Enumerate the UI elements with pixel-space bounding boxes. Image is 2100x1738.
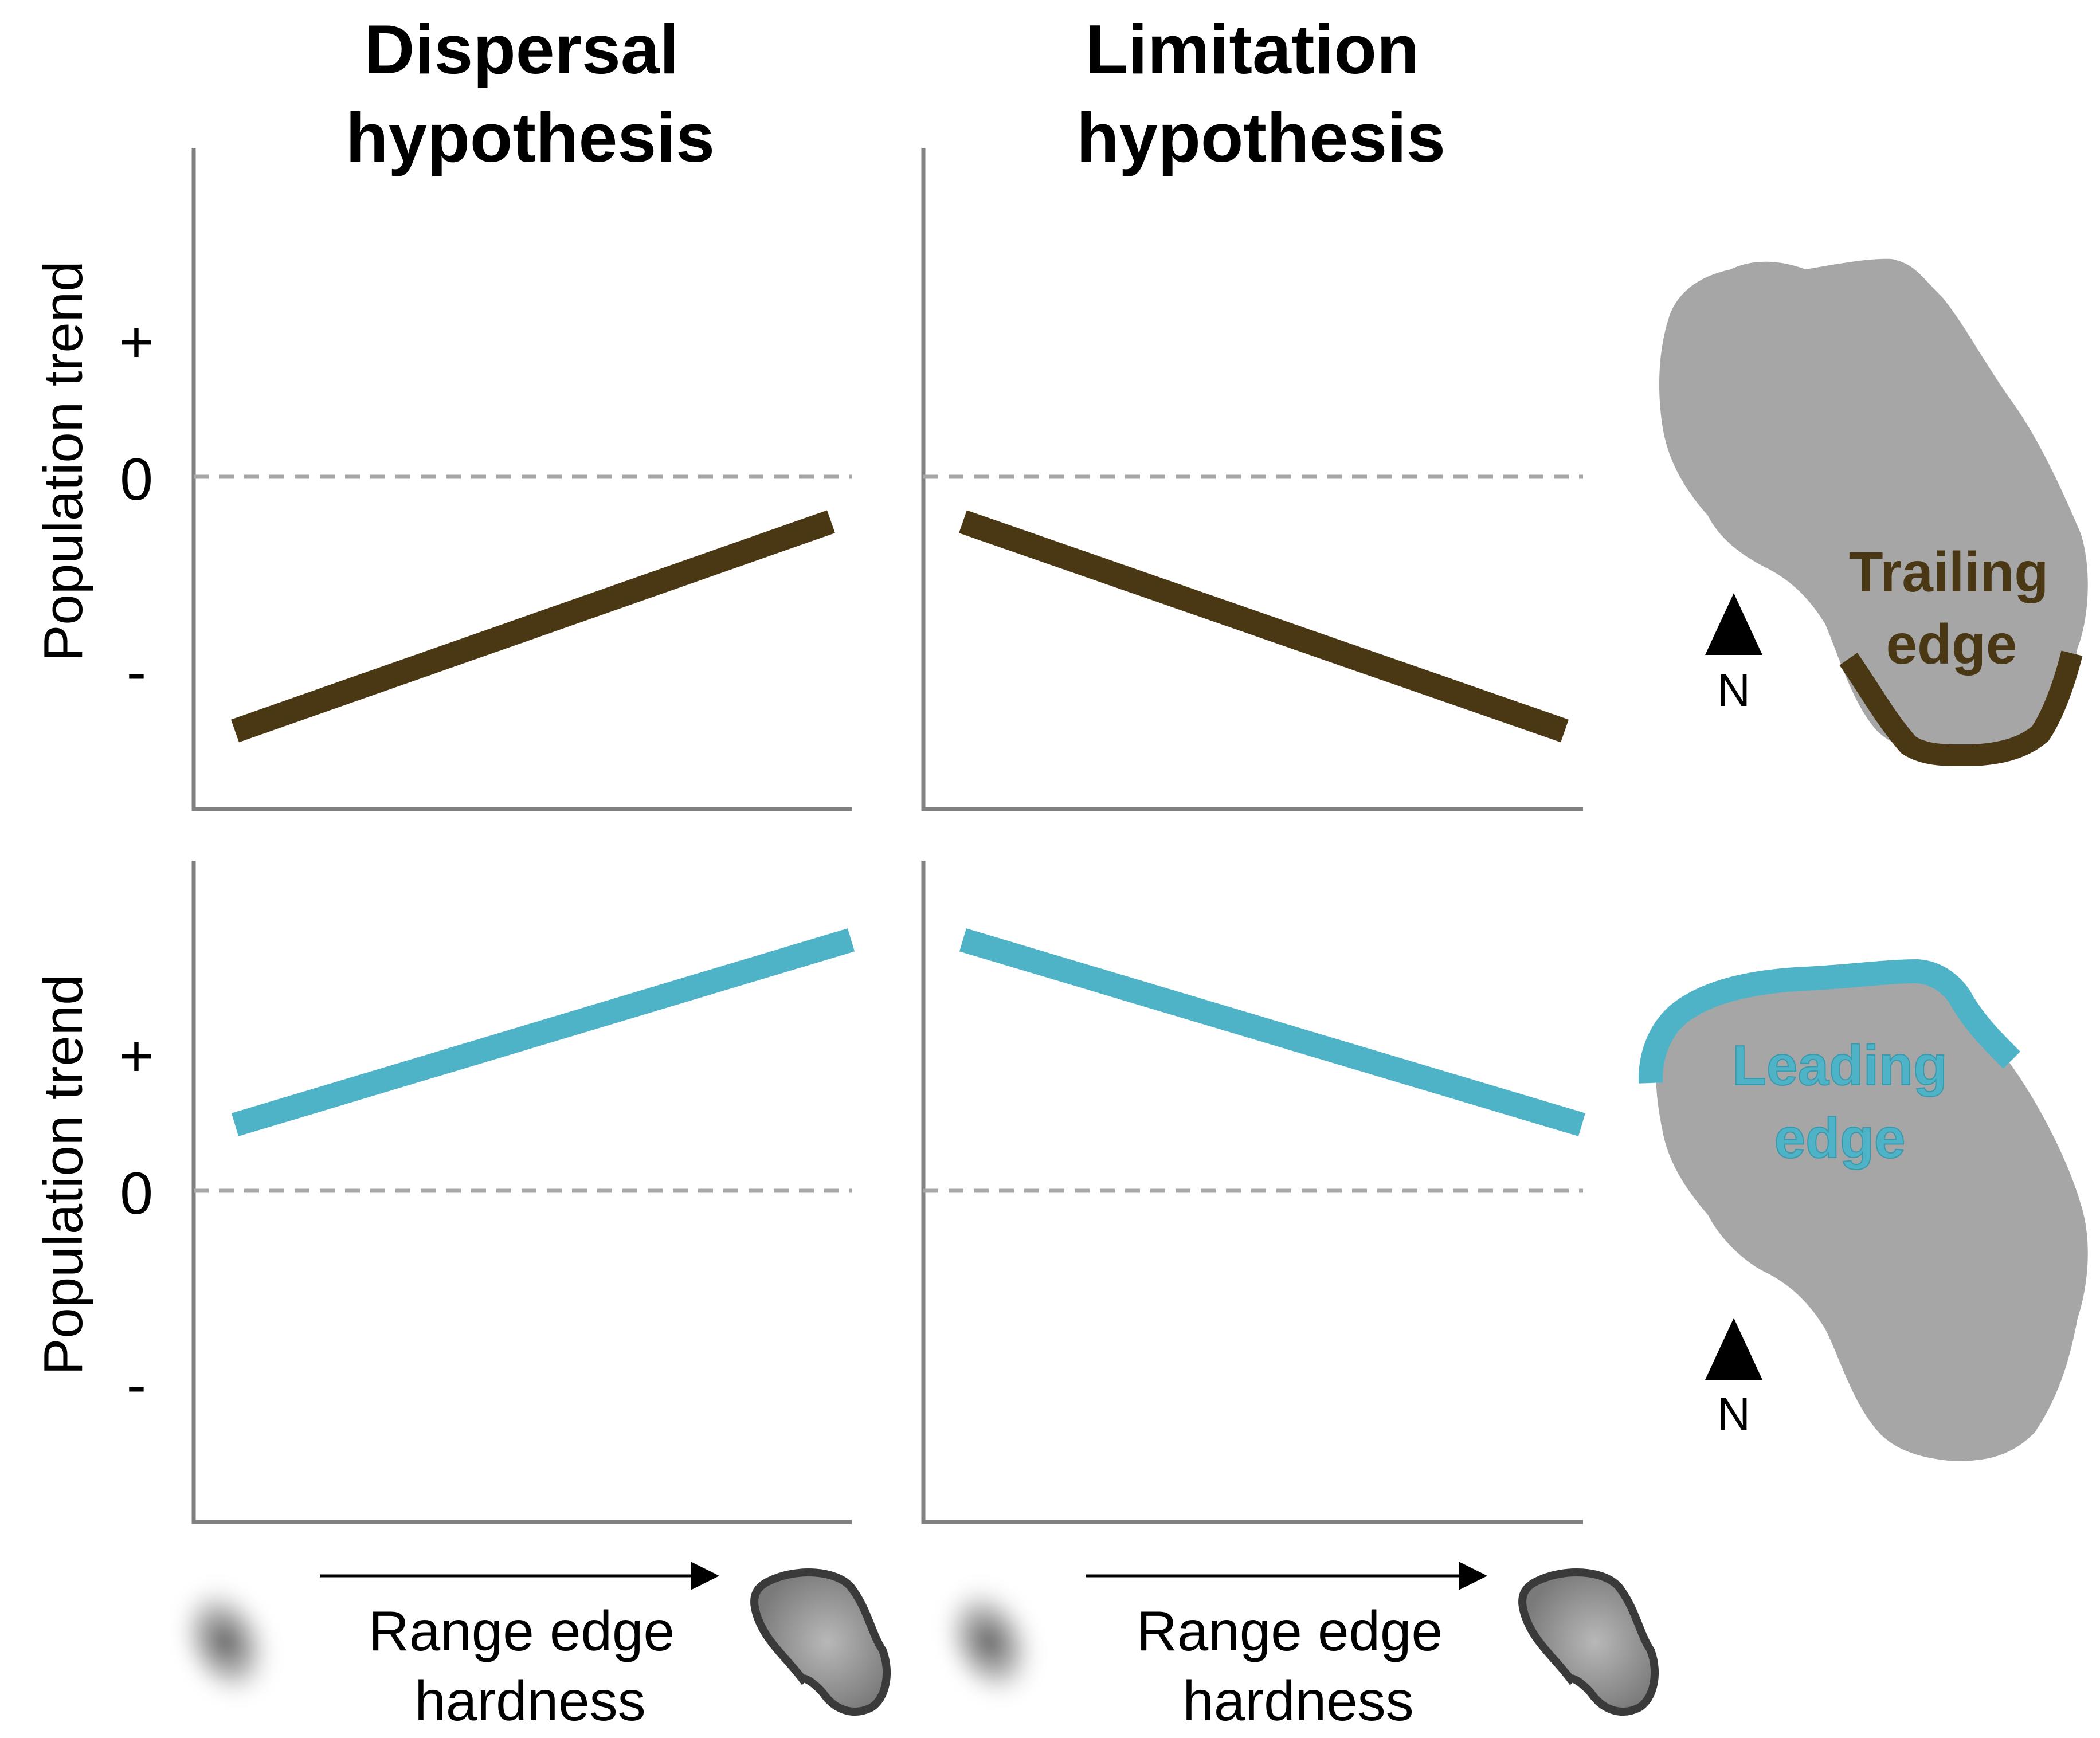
leading-label-line2: edge [1774,1107,1906,1170]
hard-edge-blob-right [1518,1568,1659,1716]
xlabel-left-line1: Range edge [369,1599,675,1662]
trend-line-dispersal-leading [231,928,855,1136]
north-arrow-icon [1705,593,1762,655]
tick-plus-bottom: + [119,1023,154,1089]
soft-edge-blob-right [945,1582,1041,1698]
trailing-edge-map: Trailing edge N [1659,258,2088,767]
axis-top-left [191,148,852,811]
leading-label-line1: Leading [1732,1034,1948,1097]
zero-lines [194,474,1583,1193]
north-arrow-icon [1705,1318,1762,1380]
axes [191,148,1583,1524]
xaxis-left-group: Range edge hardness [181,1562,891,1732]
trailing-edge-line [1839,650,2083,767]
north-label-top: N [1717,665,1750,716]
soft-edge-blob-left [181,1582,277,1698]
ylabel-top: Population trend [33,261,94,661]
dispersal-title-line2: hypothesis [346,99,715,176]
tick-plus-top: + [119,309,154,375]
leading-range-shape [1656,963,2088,1461]
tick-zero-bottom: 0 [120,1160,153,1227]
trailing-label-line2: edge [1886,613,2017,676]
trailing-label-line1: Trailing [1849,540,2049,603]
trend-lines [231,510,1586,1136]
trend-line-limitation-trailing [959,510,1569,743]
axis-bottom-right [921,861,1583,1524]
axis-bottom-left [191,861,852,1524]
dispersal-title-line1: Dispersal [364,10,679,88]
tick-minus-top: - [127,639,147,705]
limitation-title-line1: Limitation [1086,10,1420,88]
tick-minus-bottom: - [127,1352,147,1418]
xlabel-right-line1: Range edge [1137,1599,1443,1662]
xlabel-left-line2: hardness [414,1669,645,1732]
axis-top-right [921,148,1583,811]
ylabel-bottom: Population trend [33,974,94,1375]
leading-edge-map: Leading edge N [1638,959,2088,1461]
north-label-bottom: N [1717,1388,1750,1439]
xaxis-right-group: Range edge hardness [945,1562,1659,1732]
trailing-range-shape [1659,258,2088,758]
trend-line-limitation-leading [959,928,1586,1136]
xlabel-right-line2: hardness [1182,1669,1413,1732]
leading-edge-line [1638,959,2020,1084]
limitation-title-line2: hypothesis [1076,99,1445,176]
hard-edge-blob-left [750,1568,891,1716]
trend-line-dispersal-trailing [231,510,835,743]
tick-zero-top: 0 [120,446,153,513]
